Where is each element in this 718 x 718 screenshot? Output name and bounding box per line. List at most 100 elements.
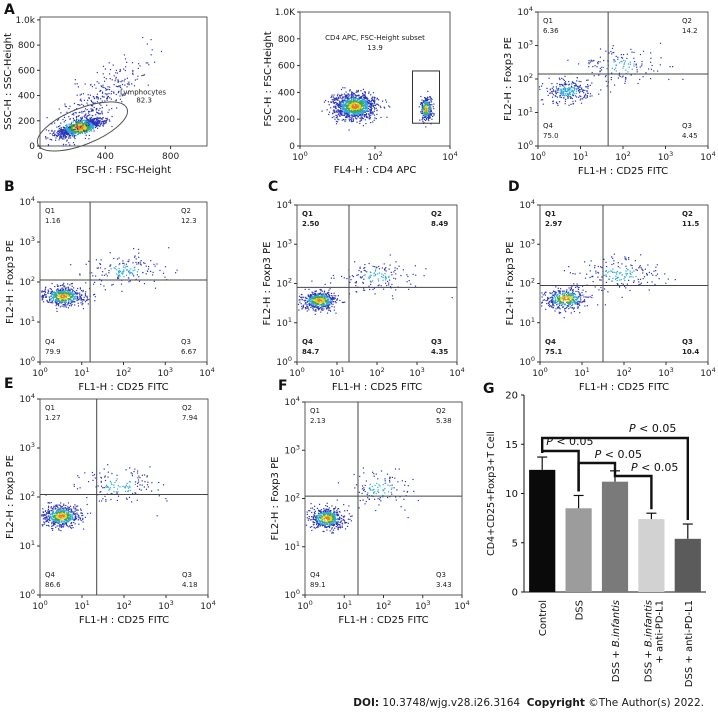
data-point (348, 107, 350, 109)
data-point (611, 53, 613, 55)
data-point (93, 283, 95, 285)
data-point (636, 66, 638, 68)
data-point (572, 293, 574, 296)
data-point (426, 111, 428, 114)
data-point (542, 83, 544, 85)
data-point (84, 293, 86, 295)
data-point (336, 95, 338, 97)
data-point (626, 53, 628, 55)
data-point (57, 285, 59, 287)
data-point (579, 300, 581, 302)
data-point (373, 275, 375, 277)
data-point (132, 273, 134, 275)
data-point (373, 110, 375, 112)
data-point (80, 100, 82, 102)
data-point (61, 294, 63, 296)
quadrant-name: Q3 (682, 122, 692, 130)
data-point (334, 99, 336, 101)
data-point (320, 295, 322, 297)
data-point (61, 293, 63, 295)
data-point (355, 114, 357, 116)
y-tick-label: 103 (276, 237, 292, 250)
data-point (314, 300, 316, 302)
data-point (73, 131, 75, 133)
data-point (94, 300, 96, 302)
data-point (72, 293, 74, 295)
data-point (63, 301, 65, 304)
data-point (371, 105, 373, 107)
data-point (65, 299, 68, 301)
data-point (351, 93, 353, 95)
data-point (619, 75, 621, 77)
data-point (318, 299, 320, 301)
data-point (89, 122, 91, 124)
data-point (79, 273, 81, 275)
data-point (316, 295, 318, 297)
data-point (544, 291, 546, 293)
data-point (601, 66, 603, 68)
data-point (150, 39, 152, 41)
data-point (54, 135, 56, 137)
data-point (641, 60, 643, 63)
data-point (94, 293, 96, 295)
data-point (587, 87, 589, 89)
data-point (366, 271, 368, 273)
data-point (58, 108, 60, 110)
data-point (360, 108, 362, 111)
data-point (312, 298, 314, 300)
data-point (85, 263, 87, 265)
data-point (314, 297, 316, 299)
data-point (603, 59, 605, 62)
data-point (71, 135, 74, 137)
data-point (320, 293, 322, 295)
data-point (333, 111, 335, 113)
data-point (362, 117, 364, 120)
data-point (385, 282, 387, 284)
data-point (118, 85, 120, 87)
data-point (67, 301, 70, 304)
data-point (106, 93, 108, 95)
data-point (71, 299, 73, 301)
data-point (553, 300, 555, 302)
data-point (328, 111, 331, 113)
data-point (90, 128, 92, 130)
data-point (356, 105, 358, 108)
data-point (88, 110, 90, 112)
data-point (68, 108, 70, 110)
data-point (308, 304, 311, 307)
data-point (84, 132, 86, 134)
data-point (428, 109, 430, 111)
data-point (108, 270, 110, 272)
data-point (355, 116, 357, 118)
data-point (311, 291, 313, 293)
data-point (314, 313, 316, 315)
data-point (363, 278, 365, 280)
quadrant-name: Q2 (181, 207, 191, 215)
data-point (631, 68, 633, 70)
data-point (568, 81, 570, 83)
data-point (76, 122, 78, 124)
data-point (137, 75, 139, 77)
data-point (376, 110, 378, 112)
data-point (76, 289, 78, 292)
data-point (356, 100, 358, 102)
data-point (326, 301, 328, 303)
data-point (348, 111, 350, 113)
data-point (90, 108, 92, 110)
data-point (75, 126, 77, 128)
data-point (100, 85, 102, 87)
data-point (299, 301, 301, 303)
data-point (566, 93, 569, 96)
data-point (66, 291, 68, 293)
data-point (369, 110, 371, 112)
data-point (359, 103, 361, 105)
data-point (99, 122, 101, 124)
data-point (315, 304, 317, 306)
data-point (81, 124, 83, 126)
data-point (82, 289, 84, 292)
data-point (613, 59, 615, 61)
data-point (336, 116, 338, 118)
data-point (57, 130, 59, 132)
data-point (559, 101, 561, 103)
data-point (328, 309, 330, 311)
